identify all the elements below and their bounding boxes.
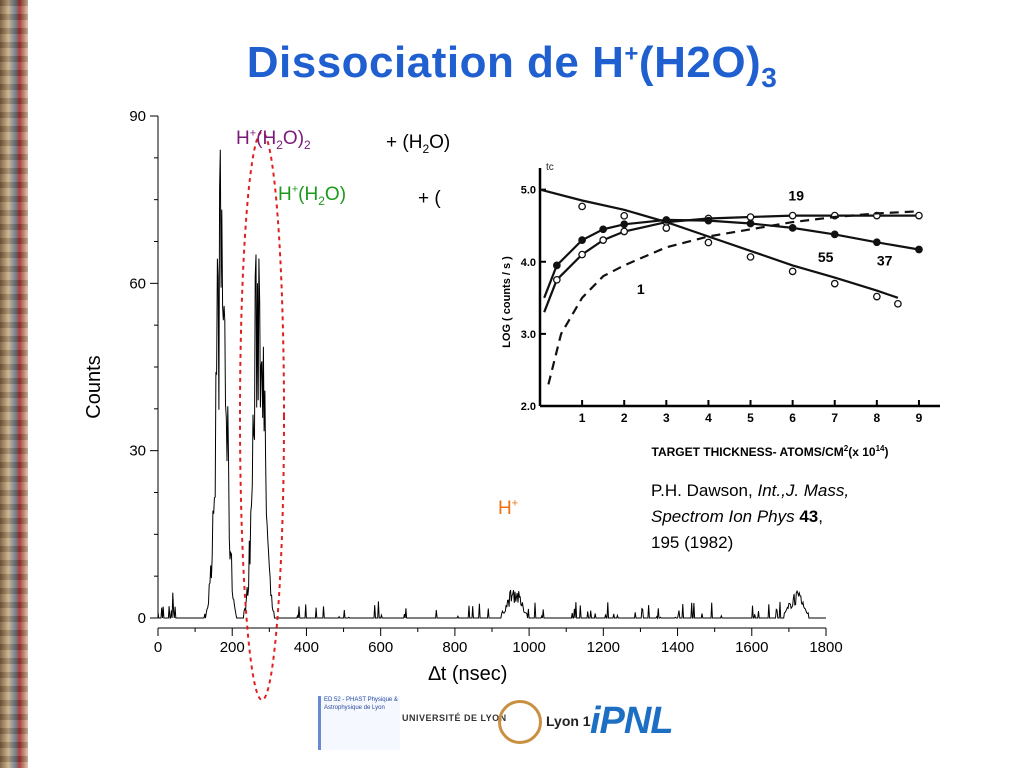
highlight-ellipse: [239, 131, 285, 701]
annotation-plus-paren: + (: [418, 188, 441, 209]
inset-point-55: [746, 253, 755, 261]
y-axis-label: Counts: [83, 355, 105, 418]
side-photo-strip: [0, 0, 28, 768]
inset-point-55: [662, 224, 671, 232]
inset-x-tick-label: 6: [789, 411, 796, 425]
inset-x-tick-label: 3: [663, 411, 670, 425]
inset-y-tick-label: 2.0: [521, 401, 536, 413]
inset-point-37: [620, 220, 629, 229]
inset-x-tick-label: 1: [579, 411, 586, 425]
inset-series-37: [543, 218, 920, 299]
x-axis-label: ∆t (nsec): [429, 663, 508, 685]
inset-x-tick-label: 9: [916, 411, 923, 425]
inset-point-37: [578, 236, 586, 244]
y-tick-label: 30: [129, 443, 146, 460]
inset-series-label: 37: [877, 252, 893, 268]
inset-point-19: [746, 213, 755, 221]
y-tick-label: 90: [129, 108, 146, 125]
inset-y-tick-label: 3.0: [521, 329, 536, 341]
inset-chart: 2.0 3.0 4.0 5.0 1 2 3 4 5 6 7 8 9 19 37 55 1 tc LOG ( c…: [488, 152, 948, 462]
inset-point-37: [788, 224, 797, 232]
inset-point-19: [599, 236, 608, 244]
inset-point-37: [915, 245, 923, 254]
inset-point-37: [552, 261, 561, 270]
inset-point-37: [704, 216, 713, 225]
inset-x-tick-label: 8: [873, 411, 880, 425]
inset-point-55: [704, 238, 713, 247]
x-tick-label: 1400: [661, 639, 694, 656]
inset-point-19: [578, 250, 586, 259]
x-tick-label: 200: [220, 639, 245, 656]
x-tick-label: 1600: [735, 639, 768, 656]
x-tick-label: 1800: [809, 639, 842, 656]
annotation-h-plus: H+: [498, 497, 519, 519]
x-tick-label: 400: [294, 639, 319, 656]
universite-de-lyon-logo: UNIVERSITÉ DE LYON: [402, 713, 507, 723]
spectrum-trace: [157, 149, 826, 620]
inset-point-19: [915, 211, 923, 220]
inset-x-tick-label: 2: [621, 411, 628, 425]
inset-x-tick-label: 5: [747, 411, 754, 425]
x-tick-label: 800: [442, 639, 467, 656]
phast-logo: ED 52 - PHAST Physique & Astrophysique d…: [318, 696, 400, 750]
inset-series-label: 55: [818, 249, 834, 265]
inset-series-1: [547, 210, 919, 385]
annotation-h-h2o: H+(H2O): [278, 183, 347, 208]
inset-point-55: [830, 279, 839, 288]
inset-point-55: [620, 211, 629, 220]
inset-point-19: [620, 227, 629, 236]
inset-y-tick-label: 5.0: [521, 185, 536, 197]
inset-point-37: [830, 230, 839, 239]
inset-x-label: TARGET THICKNESS- ATOMS/CM2(x 1014): [652, 444, 889, 459]
inset-point-37: [599, 225, 608, 234]
citation: P.H. Dawson, Int.,J. Mass, Spectrom Ion …: [651, 481, 850, 552]
inset-point-55: [578, 202, 586, 211]
y-tick-label: 0: [138, 610, 146, 627]
lyon1-logo-text: Lyon 1: [546, 713, 591, 729]
inset-point-37: [746, 219, 755, 228]
lyon1-seal-icon: [498, 700, 542, 744]
annotation-plus-h2o: + (H2O): [386, 132, 451, 156]
annotation-h-h2o-2: H+(H2O)2: [236, 127, 311, 152]
inset-point-19: [788, 211, 797, 220]
inset-point-55: [894, 299, 902, 308]
inset-point-55: [788, 267, 797, 276]
inset-series-label: 19: [788, 187, 804, 203]
x-tick-label: 1000: [512, 639, 545, 656]
x-tick-label: 1200: [587, 639, 620, 656]
inset-series-label: 1: [637, 281, 645, 297]
x-tick-label: 600: [368, 639, 393, 656]
inset-point-55: [872, 292, 881, 301]
ipnl-logo: iPNL: [590, 700, 674, 742]
inset-series-55: [539, 188, 899, 299]
inset-y-label: LOG ( counts / s ): [501, 256, 513, 348]
inset-point-19: [552, 275, 561, 284]
x-tick-label: 0: [154, 639, 162, 656]
y-tick-label: 60: [129, 275, 146, 292]
slide-title: Dissociation de H+(H2O)3: [246, 38, 778, 93]
inset-y-tick-label: 4.0: [521, 257, 536, 269]
inset-point-37: [872, 238, 881, 247]
inset-corner-label: tc: [546, 162, 554, 173]
inset-x-tick-label: 7: [831, 411, 838, 425]
inset-x-tick-label: 4: [705, 411, 712, 425]
